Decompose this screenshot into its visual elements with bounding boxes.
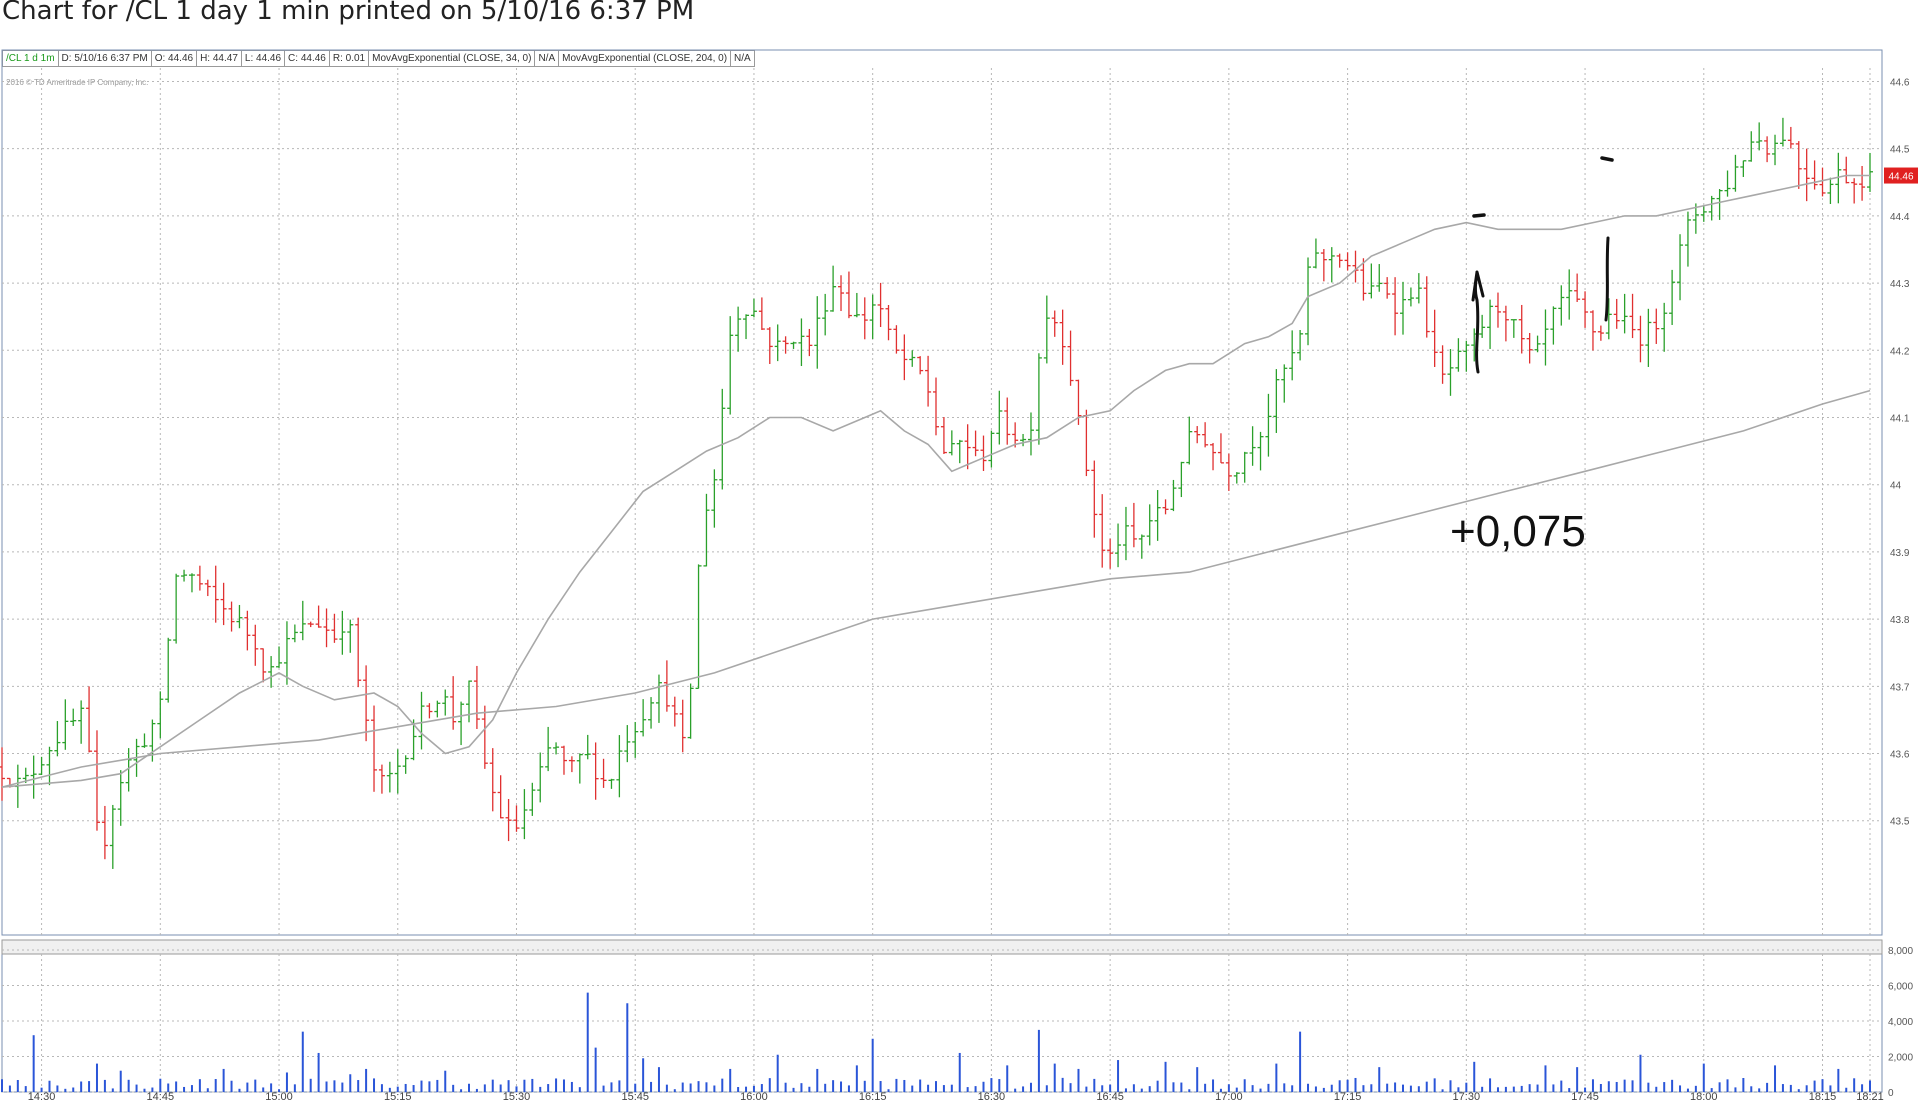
chart-title: Chart for /CL 1 day 1 min printed on 5/1…: [2, 0, 695, 26]
price-tick-label: 43.6: [1890, 750, 1910, 761]
time-tick-label: 14:45: [147, 1091, 175, 1103]
volume-tick-label: 2,000: [1888, 1053, 1913, 1064]
ema-34-line: [1, 174, 1870, 788]
time-tick-label: 15:30: [503, 1091, 531, 1103]
time-tick-label: 17:00: [1215, 1091, 1243, 1103]
price-tick-label: 44: [1890, 481, 1902, 492]
time-tick-label: 15:45: [621, 1091, 649, 1103]
entry-dash-mark: [1472, 213, 1486, 218]
volume-tick-label: 8,000: [1888, 946, 1913, 957]
copyright-text: 2016 © TD Ameritrade IP Company, Inc.: [6, 78, 149, 87]
price-tick-label: 44.6: [1890, 77, 1910, 88]
time-tick-label: 18:15: [1809, 1091, 1837, 1103]
time-tick-label: 16:30: [978, 1091, 1006, 1103]
annotation-text: +0,075: [1450, 507, 1586, 556]
price-tick-label: 43.7: [1890, 682, 1910, 693]
last-price-badge: [1884, 167, 1918, 184]
price-tick-label: 44.4: [1890, 212, 1910, 223]
price-tick-label: 43.8: [1890, 615, 1910, 626]
time-tick-label: 17:30: [1453, 1091, 1481, 1103]
exit-dash-mark: [1600, 156, 1614, 162]
time-tick-label: 16:45: [1096, 1091, 1124, 1103]
volume-panel-header: [1, 939, 1883, 955]
ema-204-line: [1, 389, 1871, 788]
time-tick-label: 15:15: [384, 1091, 412, 1103]
exit-line-mark: [1604, 236, 1610, 322]
time-tick-label: 15:00: [265, 1091, 293, 1103]
price-tick-label: 44.3: [1890, 279, 1910, 290]
price-tick-label: 43.9: [1890, 548, 1910, 559]
time-tick-label: 16:00: [740, 1091, 768, 1103]
price-tick-label: 44.1: [1890, 413, 1910, 424]
time-tick-label: 17:45: [1571, 1091, 1599, 1103]
last-price-label: 44.46: [1888, 172, 1913, 183]
volume-panel-frame: [1, 939, 1883, 1093]
time-tick-label: 18:21: [1856, 1091, 1884, 1103]
volume-tick-label: 4,000: [1888, 1017, 1913, 1028]
time-tick-label: 16:15: [859, 1091, 887, 1103]
arrow-up-mark: [1471, 270, 1485, 374]
price-tick-label: 44.5: [1890, 145, 1910, 156]
price-tick-label: 43.5: [1890, 817, 1910, 828]
time-tick-label: 14:30: [28, 1091, 56, 1103]
price-tick-label: 44.2: [1890, 346, 1910, 357]
price-panel-frame: [1, 49, 1883, 936]
volume-tick-label: 0: [1888, 1088, 1894, 1099]
volume-tick-label: 6,000: [1888, 982, 1913, 993]
time-tick-label: 17:15: [1334, 1091, 1362, 1103]
time-tick-label: 18:00: [1690, 1091, 1718, 1103]
